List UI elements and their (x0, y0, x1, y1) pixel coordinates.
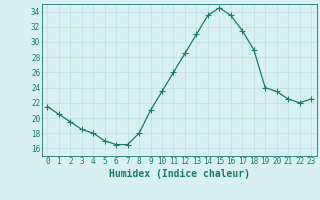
X-axis label: Humidex (Indice chaleur): Humidex (Indice chaleur) (109, 169, 250, 179)
